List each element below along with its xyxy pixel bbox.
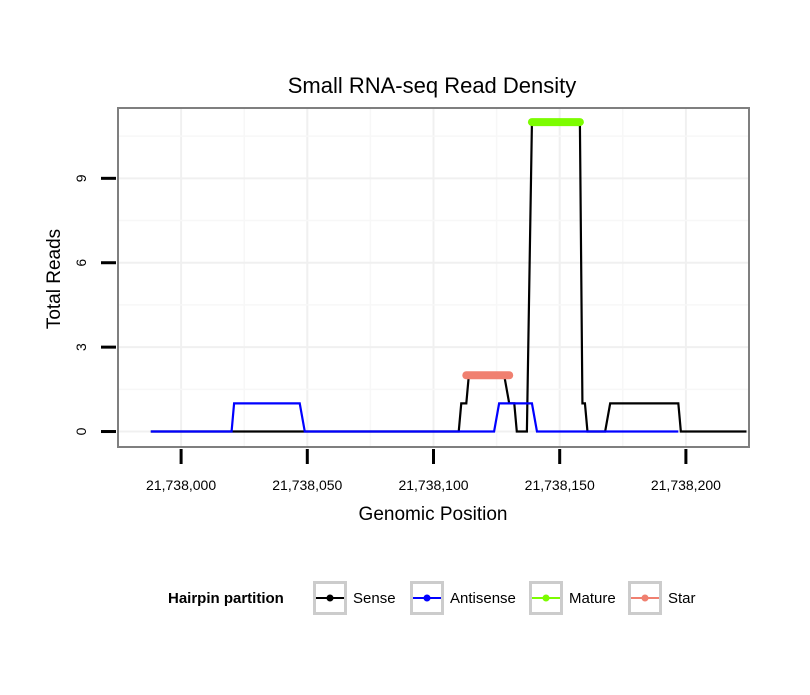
legend-label: Mature xyxy=(569,590,616,607)
plot-border xyxy=(117,107,750,448)
x-tick-label: 21,738,100 xyxy=(398,477,468,493)
legend-label: Antisense xyxy=(450,590,516,607)
legend-label: Star xyxy=(668,590,696,607)
chart-title: Small RNA-seq Read Density xyxy=(288,73,577,98)
x-tick-label: 21,738,050 xyxy=(272,477,342,493)
x-tick-label: 21,738,150 xyxy=(525,477,595,493)
x-axis-title: Genomic Position xyxy=(359,504,508,525)
legend-key-point xyxy=(542,594,550,602)
y-tick-label: 0 xyxy=(73,427,89,435)
y-tick-label: 9 xyxy=(73,174,89,182)
legend-item-star: Star xyxy=(628,581,696,615)
legend-key-point xyxy=(423,594,431,602)
series-sense-line xyxy=(150,120,747,433)
series-antisense-line xyxy=(150,402,679,433)
legend: Hairpin partition Sense Antisense Mature Sta… xyxy=(168,581,696,615)
legend-title: Hairpin partition xyxy=(168,590,284,607)
y-tick-label: 6 xyxy=(73,259,89,267)
legend-key-point xyxy=(326,594,334,602)
x-tick-label: 21,738,000 xyxy=(146,477,216,493)
y-axis-title: Total Reads xyxy=(44,229,65,329)
legend-key-point xyxy=(641,594,649,602)
legend-item-sense: Sense xyxy=(313,581,396,615)
x-tick-label: 21,738,200 xyxy=(651,477,721,493)
legend-item-antisense: Antisense xyxy=(410,581,516,615)
legend-item-mature: Mature xyxy=(529,581,616,615)
y-tick-label: 3 xyxy=(73,343,89,351)
legend-label: Sense xyxy=(353,590,396,607)
